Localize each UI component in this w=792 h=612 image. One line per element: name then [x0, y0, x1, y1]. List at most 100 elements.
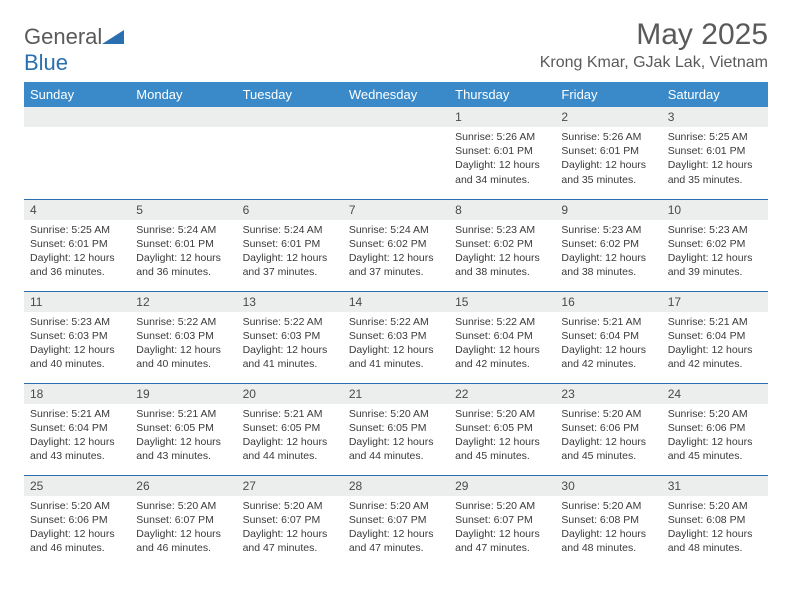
month-title: May 2025	[540, 18, 768, 52]
daylight-line: Daylight: 12 hours and 35 minutes.	[561, 158, 655, 186]
daylight-line: Daylight: 12 hours and 40 minutes.	[30, 343, 124, 371]
sunset-line: Sunset: 6:06 PM	[561, 421, 655, 435]
calendar-day-empty	[237, 107, 343, 199]
sunrise-line: Sunrise: 5:21 AM	[668, 315, 762, 329]
sunrise-line: Sunrise: 5:20 AM	[668, 499, 762, 513]
daylight-line: Daylight: 12 hours and 36 minutes.	[136, 251, 230, 279]
logo-word1: General	[24, 24, 102, 49]
weekday-row: SundayMondayTuesdayWednesdayThursdayFrid…	[24, 82, 768, 107]
calendar-day: 1Sunrise: 5:26 AMSunset: 6:01 PMDaylight…	[449, 107, 555, 199]
calendar-day: 9Sunrise: 5:23 AMSunset: 6:02 PMDaylight…	[555, 199, 661, 291]
day-details: Sunrise: 5:23 AMSunset: 6:02 PMDaylight:…	[555, 220, 661, 284]
sunset-line: Sunset: 6:02 PM	[668, 237, 762, 251]
day-details: Sunrise: 5:24 AMSunset: 6:01 PMDaylight:…	[237, 220, 343, 284]
day-number: 13	[237, 292, 343, 312]
day-number: 9	[555, 200, 661, 220]
calendar-day: 19 Sunrise: 5:21 AMSunset: 6:05 PMDayligh…	[130, 383, 236, 475]
calendar-day: 18Sunrise: 5:21 AMSunset: 6:04 PMDayligh…	[24, 383, 130, 475]
day-number-band	[343, 107, 449, 127]
calendar-week: 25Sunrise: 5:20 AMSunset: 6:06 PMDayligh…	[24, 475, 768, 567]
calendar-day: 17Sunrise: 5:21 AMSunset: 6:04 PMDayligh…	[662, 291, 768, 383]
sunrise-line: Sunrise: 5:24 AM	[136, 223, 230, 237]
calendar-day: 27Sunrise: 5:20 AMSunset: 6:07 PMDayligh…	[237, 475, 343, 567]
calendar-day: 24Sunrise: 5:20 AMSunset: 6:06 PMDayligh…	[662, 383, 768, 475]
calendar-day: 22Sunrise: 5:20 AMSunset: 6:05 PMDayligh…	[449, 383, 555, 475]
day-details: Sunrise: 5:23 AMSunset: 6:03 PMDaylight:…	[24, 312, 130, 376]
daylight-line: Daylight: 12 hours and 41 minutes.	[349, 343, 443, 371]
day-number: 21	[343, 384, 449, 404]
daylight-line: Daylight: 12 hours and 43 minutes.	[136, 435, 230, 463]
sunset-line: Sunset: 6:06 PM	[668, 421, 762, 435]
day-number: 22	[449, 384, 555, 404]
day-details: Sunrise: 5:24 AMSunset: 6:01 PMDaylight:…	[130, 220, 236, 284]
day-number: 5	[130, 200, 236, 220]
sunrise-line: Sunrise: 5:26 AM	[455, 130, 549, 144]
day-number: 20	[237, 384, 343, 404]
sunset-line: Sunset: 6:02 PM	[455, 237, 549, 251]
day-number: 27	[237, 476, 343, 496]
calendar-day: 29Sunrise: 5:20 AMSunset: 6:07 PMDayligh…	[449, 475, 555, 567]
calendar-head: SundayMondayTuesdayWednesdayThursdayFrid…	[24, 82, 768, 107]
day-number: 10	[662, 200, 768, 220]
daylight-line: Daylight: 12 hours and 44 minutes.	[349, 435, 443, 463]
sunset-line: Sunset: 6:05 PM	[455, 421, 549, 435]
sunset-line: Sunset: 6:03 PM	[243, 329, 337, 343]
sunset-line: Sunset: 6:07 PM	[243, 513, 337, 527]
day-number-band	[237, 107, 343, 127]
day-details: Sunrise: 5:20 AMSunset: 6:05 PMDaylight:…	[449, 404, 555, 468]
daylight-line: Daylight: 12 hours and 46 minutes.	[30, 527, 124, 555]
daylight-line: Daylight: 12 hours and 41 minutes.	[243, 343, 337, 371]
weekday-header: Saturday	[662, 82, 768, 107]
day-number: 15	[449, 292, 555, 312]
sunrise-line: Sunrise: 5:23 AM	[30, 315, 124, 329]
sunrise-line: Sunrise: 5:20 AM	[455, 499, 549, 513]
sunrise-line: Sunrise: 5:20 AM	[136, 499, 230, 513]
weekday-header: Friday	[555, 82, 661, 107]
sunrise-line: Sunrise: 5:20 AM	[561, 407, 655, 421]
sunrise-line: Sunrise: 5:20 AM	[349, 499, 443, 513]
daylight-line: Daylight: 12 hours and 47 minutes.	[455, 527, 549, 555]
logo-triangle-icon	[102, 28, 124, 44]
sunset-line: Sunset: 6:05 PM	[349, 421, 443, 435]
sunrise-line: Sunrise: 5:23 AM	[561, 223, 655, 237]
weekday-header: Tuesday	[237, 82, 343, 107]
sunrise-line: Sunrise: 5:25 AM	[668, 130, 762, 144]
day-number: 29	[449, 476, 555, 496]
calendar-day: 30Sunrise: 5:20 AMSunset: 6:08 PMDayligh…	[555, 475, 661, 567]
sunrise-line: Sunrise: 5:20 AM	[30, 499, 124, 513]
sunset-line: Sunset: 6:07 PM	[136, 513, 230, 527]
day-details: Sunrise: 5:20 AMSunset: 6:05 PMDaylight:…	[343, 404, 449, 468]
day-details: Sunrise: 5:20 AMSunset: 6:08 PMDaylight:…	[555, 496, 661, 560]
sunrise-line: Sunrise: 5:20 AM	[668, 407, 762, 421]
daylight-line: Daylight: 12 hours and 35 minutes.	[668, 158, 762, 186]
daylight-line: Daylight: 12 hours and 34 minutes.	[455, 158, 549, 186]
calendar-week: 18Sunrise: 5:21 AMSunset: 6:04 PMDayligh…	[24, 383, 768, 475]
sunrise-line: Sunrise: 5:24 AM	[243, 223, 337, 237]
sunrise-line: Sunrise: 5:20 AM	[561, 499, 655, 513]
daylight-line: Daylight: 12 hours and 37 minutes.	[243, 251, 337, 279]
weekday-header: Monday	[130, 82, 236, 107]
sunset-line: Sunset: 6:03 PM	[136, 329, 230, 343]
day-number: 24	[662, 384, 768, 404]
day-number: 4	[24, 200, 130, 220]
sunset-line: Sunset: 6:04 PM	[561, 329, 655, 343]
sunrise-line: Sunrise: 5:21 AM	[243, 407, 337, 421]
sunrise-line: Sunrise: 5:21 AM	[136, 407, 230, 421]
daylight-line: Daylight: 12 hours and 48 minutes.	[668, 527, 762, 555]
sunrise-line: Sunrise: 5:22 AM	[136, 315, 230, 329]
logo-word2: Blue	[24, 50, 68, 75]
day-number: 19	[130, 384, 236, 404]
sunset-line: Sunset: 6:04 PM	[668, 329, 762, 343]
sunrise-line: Sunrise: 5:20 AM	[243, 499, 337, 513]
day-number: 18	[24, 384, 130, 404]
daylight-line: Daylight: 12 hours and 44 minutes.	[243, 435, 337, 463]
calendar-day: 8Sunrise: 5:23 AMSunset: 6:02 PMDaylight…	[449, 199, 555, 291]
day-number: 7	[343, 200, 449, 220]
logo: General Blue	[24, 18, 124, 76]
sunrise-line: Sunrise: 5:21 AM	[561, 315, 655, 329]
calendar-day: 31Sunrise: 5:20 AMSunset: 6:08 PMDayligh…	[662, 475, 768, 567]
daylight-line: Daylight: 12 hours and 46 minutes.	[136, 527, 230, 555]
sunset-line: Sunset: 6:05 PM	[136, 421, 230, 435]
calendar-day: 4Sunrise: 5:25 AMSunset: 6:01 PMDaylight…	[24, 199, 130, 291]
day-details: Sunrise: 5:23 AMSunset: 6:02 PMDaylight:…	[449, 220, 555, 284]
